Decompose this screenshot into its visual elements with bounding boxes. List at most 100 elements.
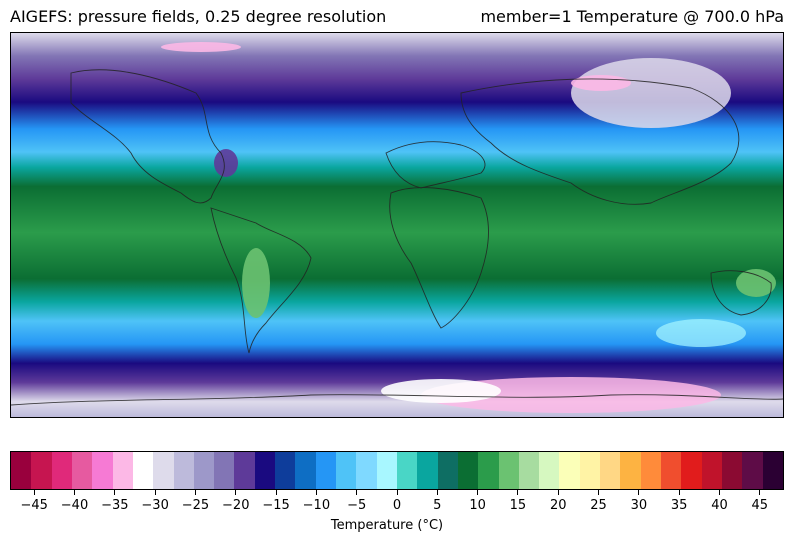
siberia-cold-pool: [571, 58, 731, 128]
colorbar-tick: [33, 490, 35, 495]
colorbar-tick: [436, 490, 438, 495]
colorbar-segment: [437, 452, 458, 489]
colorbar-segment: [701, 452, 722, 489]
colorbar-ticks: −45 −40 −35 −30 −25 −20 −15 −10 −5 0 5 10 15 20 25 30 35…: [10, 490, 784, 520]
colorbar-segment: [275, 452, 296, 489]
colorbar-segment: [579, 452, 601, 489]
temperature-map: [10, 32, 784, 418]
colorbar-segment: [376, 452, 397, 489]
colorbar-tick: [719, 490, 720, 495]
asia-outline: [460, 78, 740, 205]
colorbar-tick: [275, 490, 277, 495]
colorbar-segment: [234, 452, 255, 489]
colorbar-segment: [71, 452, 93, 489]
colorbar-segment: [640, 452, 661, 489]
colorbar-tick: [477, 490, 479, 495]
colorbar-segment: [762, 452, 783, 489]
colorbar-segment: [478, 452, 499, 489]
north-america-outline: [70, 69, 225, 204]
colorbar-segment: [721, 452, 743, 489]
colorbar-tick-label: −15: [262, 498, 290, 513]
colorbar-segment: [254, 452, 276, 489]
colorbar-segment: [214, 452, 235, 489]
australia-outline: [710, 270, 772, 316]
colorbar-tick: [678, 490, 680, 495]
colorbar-tick: [598, 490, 600, 495]
colorbar-tick: [638, 490, 640, 495]
colorbar-segment: [112, 452, 133, 489]
colorbar-tick-label: 20: [549, 498, 567, 513]
colorbar-segment: [742, 452, 763, 489]
colorbar-tick-label: 15: [509, 498, 527, 513]
colorbar-tick-label: 45: [751, 498, 769, 513]
australia-warm-patch: [736, 269, 776, 297]
colorbar-tick-label: −30: [141, 498, 169, 513]
colorbar-segment: [173, 452, 194, 489]
colorbar-segment: [153, 452, 174, 489]
colorbar-tick: [74, 490, 75, 495]
colorbar-tick-label: −45: [20, 498, 48, 513]
colorbar-segment: [11, 452, 32, 489]
colorbar-segment: [681, 452, 702, 489]
colorbar-tick-label: 5: [433, 498, 442, 513]
colorbar-tick-label: −25: [181, 498, 210, 513]
colorbar-tick: [517, 490, 519, 495]
colorbar-tick-label: 25: [590, 498, 607, 513]
colorbar-tick-label: 40: [711, 498, 728, 513]
colorbar-segment: [620, 452, 641, 489]
colorbar-segment: [600, 452, 621, 489]
colorbar-tick-label: −40: [60, 498, 89, 513]
andes-warm-patch: [242, 248, 270, 318]
map-title: AIGEFS: pressure fields, 0.25 degree res…: [10, 7, 387, 26]
colorbar-tick-label: 0: [392, 498, 402, 513]
colorbar-segment: [92, 452, 113, 489]
colorbar: −45 −40 −35 −30 −25 −20 −15 −10 −5 0 5 10 15 20 25 30 35…: [10, 451, 784, 520]
colorbar-segment: [315, 452, 336, 489]
colorbar-segment: [518, 452, 540, 489]
antarctic-cold-patch: [421, 377, 721, 413]
south-america-outline: [210, 207, 312, 354]
colorbar-label: Temperature (°C): [330, 518, 444, 533]
colorbar-tick-label: −5: [347, 498, 367, 513]
colorbar-segment: [539, 452, 560, 489]
colorbar-tick-label: 35: [670, 498, 688, 513]
colorbar-tick: [194, 490, 196, 495]
colorbar-segment: [31, 452, 52, 489]
colorbar-segment: [193, 452, 215, 489]
colorbar-tick: [315, 490, 317, 495]
south-pacific-cool-tongue: [656, 319, 746, 347]
colorbar-tick: [114, 490, 116, 495]
colorbar-tick: [356, 490, 358, 495]
colorbar-scale: [10, 451, 784, 490]
colorbar-tick-label: −20: [222, 498, 250, 513]
colorbar-tick-label: 30: [630, 498, 648, 513]
arctic-cold-patch: [161, 42, 241, 52]
colorbar-segment: [498, 452, 519, 489]
colorbar-tick-label: −35: [101, 498, 129, 513]
colorbar-segment: [559, 452, 580, 489]
africa-outline: [389, 187, 489, 329]
colorbar-segment: [336, 452, 357, 489]
colorbar-tick-label: 10: [469, 498, 486, 513]
north-america-cold-trough: [214, 149, 238, 177]
colorbar-segment: [295, 452, 316, 489]
colorbar-segment: [417, 452, 438, 489]
antarctic-white-patch: [381, 379, 501, 403]
colorbar-segment: [356, 452, 377, 489]
coastlines: [11, 69, 783, 406]
siberia-coldest-patch: [571, 75, 631, 91]
temperature-field: [11, 33, 783, 417]
colorbar-tick: [557, 490, 559, 495]
antarctica-outline: [11, 394, 783, 406]
map-subtitle: member=1 Temperature @ 700.0 hPa: [480, 7, 784, 26]
colorbar-tick: [759, 490, 761, 495]
colorbar-segment: [661, 452, 682, 489]
colorbar-segment: [457, 452, 479, 489]
colorbar-tick: [396, 490, 398, 495]
colorbar-segment: [132, 452, 154, 489]
colorbar-tick-label: −10: [302, 498, 331, 513]
colorbar-tick: [154, 490, 156, 495]
colorbar-segment: [51, 452, 72, 489]
colorbar-tick: [235, 490, 237, 495]
colorbar-segment: [396, 452, 418, 489]
